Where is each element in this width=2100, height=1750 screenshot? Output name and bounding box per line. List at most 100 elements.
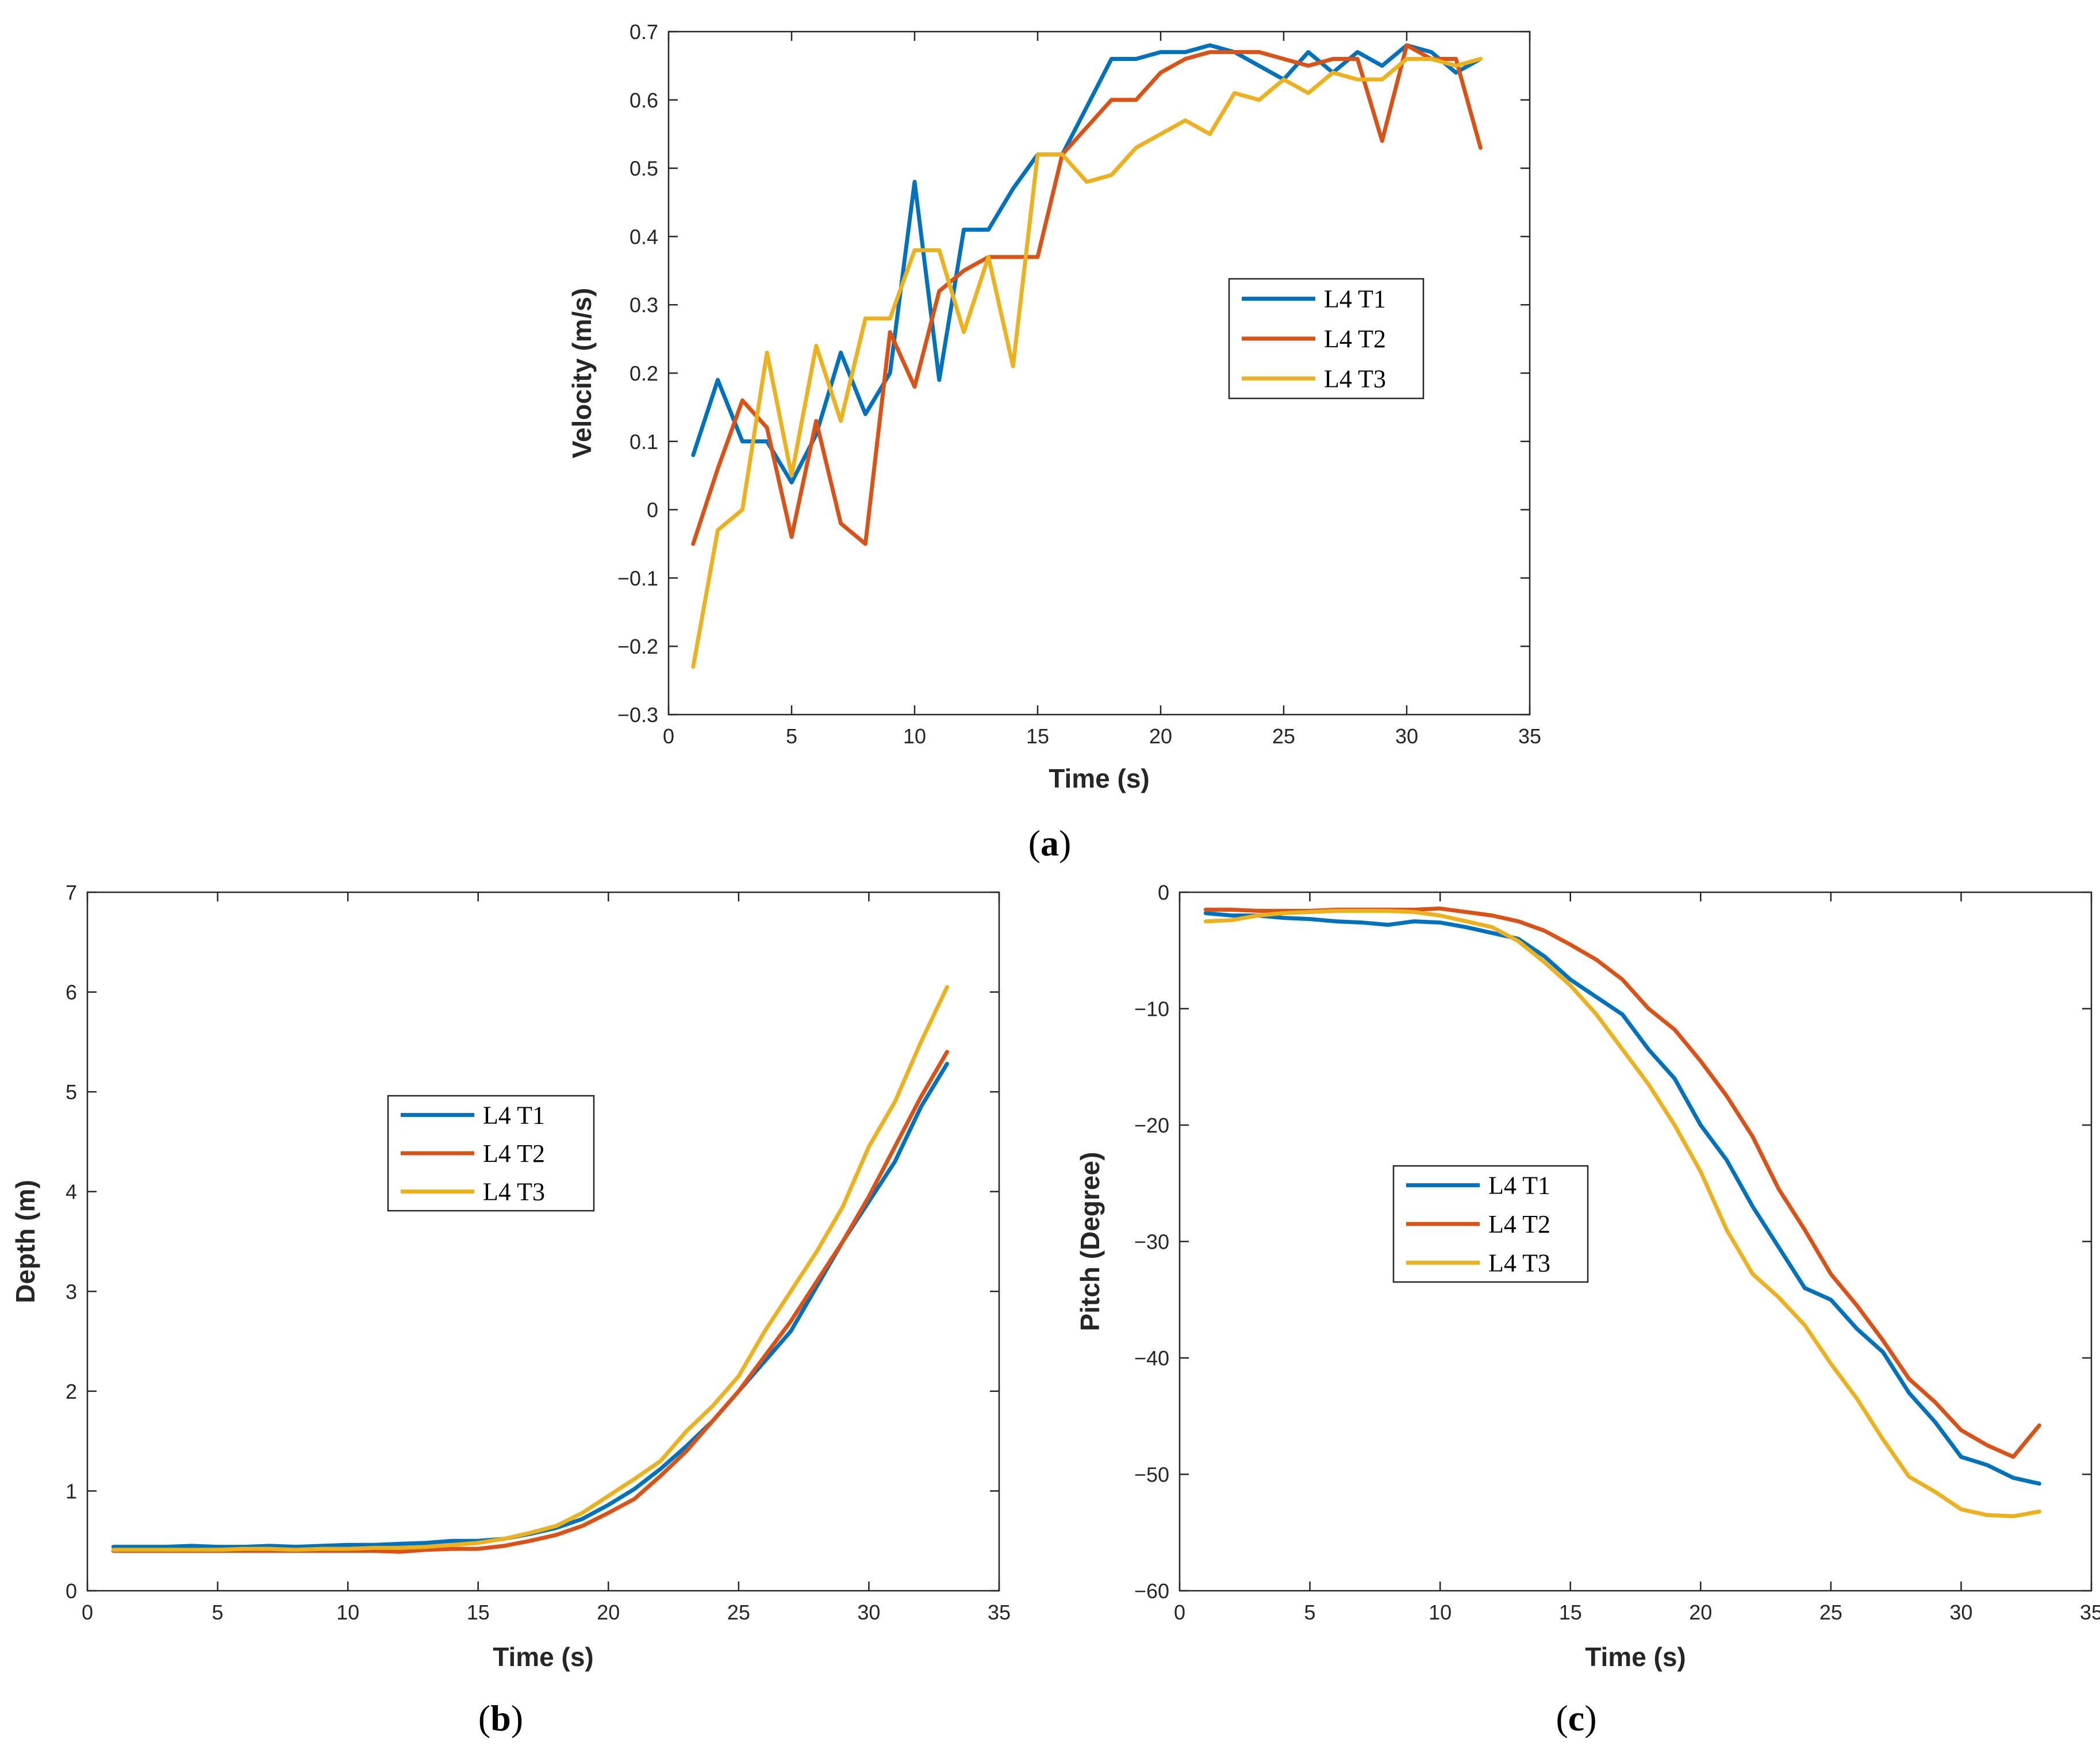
x-tick-label-b: 35: [988, 1601, 1011, 1624]
legend-label-b-t3: L4 T3: [483, 1178, 545, 1206]
y-tick-label-c: −10: [1134, 997, 1169, 1021]
plot-b: 0 5 10 15 20 25 30 35 0 1 2 3 4 5 6 7 Time (s) Depth (m) L…: [10, 881, 1011, 1672]
panel-label-a-letter: a: [1041, 823, 1059, 864]
y-axis-a: −0.3 −0.2 −0.1 0 0.1 0.2 0.3 0.4 0.5 0.6 0.7: [617, 20, 1530, 727]
series-line-c-t3: [1203, 908, 2041, 1518]
x-tick-label-a: 5: [786, 724, 797, 748]
x-tick-label-c: 0: [1174, 1601, 1185, 1624]
x-tick-label-c: 35: [2080, 1601, 2100, 1624]
x-tick-label-a: 35: [1518, 724, 1541, 748]
panel-label-c-letter: c: [1568, 1698, 1584, 1739]
panel-label-b-letter: b: [490, 1698, 511, 1739]
y-tick-label-a: 0.2: [629, 362, 658, 385]
series-line-b-t3: [111, 985, 949, 1552]
x-tick-label-b: 10: [336, 1601, 359, 1624]
y-axis-title-c: Pitch (Degree): [1075, 1152, 1105, 1331]
x-axis-c: 0 5 10 15 20 25 30 35: [1174, 892, 2100, 1624]
legend-label-b-t2: L4 T2: [483, 1139, 545, 1168]
y-tick-label-c: 0: [1158, 881, 1169, 904]
y-tick-label-a: −0.2: [617, 635, 658, 658]
y-axis-title-b: Depth (m): [10, 1180, 40, 1303]
y-tick-label-b: 2: [66, 1380, 77, 1403]
x-tick-label-b: 15: [467, 1601, 490, 1624]
series-line-c-t1: [1203, 911, 2041, 1486]
y-tick-label-a: 0.5: [629, 157, 658, 181]
legend-label-a-t3: L4 T3: [1324, 364, 1386, 393]
x-tick-label-c: 5: [1304, 1601, 1316, 1624]
legend-a: L4 T1 L4 T2 L4 T3: [1228, 278, 1425, 400]
x-tick-label-c: 25: [1819, 1601, 1842, 1624]
series-line-a-t3: [691, 57, 1483, 669]
x-tick-label-a: 25: [1272, 724, 1295, 748]
series-group-c: [1203, 906, 2041, 1518]
x-tick-label-b: 0: [82, 1601, 93, 1624]
x-tick-label-b: 20: [597, 1601, 620, 1624]
legend-c: L4 T1 L4 T2 L4 T3: [1392, 1165, 1589, 1283]
x-tick-label-c: 20: [1689, 1601, 1712, 1624]
plot-a: 0 5 10 15 20 25 30 35−0.3−0.2−0.100.10.20.30.40…: [567, 20, 1541, 793]
panel-b: 0 5 10 15 20 25 30 35 0 1 2 3 4 5 6 7 Time (s) Depth (m) L…: [10, 881, 1011, 1739]
panel-label-a: (a): [1028, 823, 1072, 864]
x-tick-label-c: 15: [1559, 1601, 1582, 1624]
y-tick-label-b: 1: [66, 1479, 77, 1503]
x-tick-label-b: 25: [727, 1601, 750, 1624]
x-tick-label-a: 30: [1395, 724, 1418, 748]
panel-c: 0 5 10 15 20 25 30 35 −60 −50 −40 −30 −20 −10 0 Time (s…: [1075, 881, 2100, 1739]
panel-label-c: (c): [1556, 1698, 1596, 1739]
legend-label-b-t1: L4 T1: [483, 1101, 545, 1129]
series-line-a-t2: [691, 43, 1483, 546]
panel-label-b-close: ): [511, 1698, 523, 1739]
panel-label-b: (b): [478, 1698, 523, 1739]
x-axis-title-c: Time (s): [1585, 1642, 1686, 1672]
panel-label-b-open: (: [478, 1698, 490, 1739]
y-tick-label-c: −40: [1134, 1346, 1169, 1370]
legend-label-c-t2: L4 T2: [1488, 1210, 1550, 1238]
y-tick-label-b: 3: [66, 1280, 77, 1303]
y-tick-label-c: −30: [1134, 1230, 1169, 1254]
y-axis-title-a: Velocity (m/s): [567, 288, 597, 459]
y-tick-label-a: 0.6: [629, 89, 658, 112]
y-tick-label-c: −60: [1134, 1579, 1169, 1603]
panel-label-c-open: (: [1556, 1698, 1568, 1739]
x-axis-b: 0 5 10 15 20 25 30 35: [82, 892, 1011, 1624]
legend-label-a-t1: L4 T1: [1324, 285, 1386, 313]
x-tick-label-a: 15: [1026, 724, 1049, 748]
x-tick-label-a: 10: [903, 724, 926, 748]
y-tick-label-b: 5: [66, 1080, 77, 1104]
y-tick-label-a: 0.7: [629, 20, 658, 44]
y-axis-b: 0 1 2 3 4 5 6 7: [66, 881, 999, 1603]
panel-a: 0 5 10 15 20 25 30 35−0.3−0.2−0.100.10.20.30.40…: [567, 20, 1541, 864]
legend-label-a-t2: L4 T2: [1324, 325, 1386, 353]
panel-label-c-close: ): [1584, 1698, 1596, 1739]
x-tick-label-b: 5: [212, 1601, 224, 1624]
y-tick-label-c: −20: [1134, 1114, 1169, 1137]
series-group-a: [691, 43, 1483, 669]
x-tick-label-a: 0: [663, 724, 674, 748]
series-group-b: [111, 985, 949, 1554]
y-tick-label-a: −0.3: [617, 703, 658, 727]
legend-b: L4 T1 L4 T2 L4 T3: [387, 1095, 595, 1212]
y-tick-label-b: 4: [66, 1180, 77, 1204]
y-tick-label-a: 0.1: [629, 430, 658, 454]
x-tick-label-c: 30: [1949, 1601, 1972, 1624]
x-axis-title-a: Time (s): [1049, 763, 1150, 793]
y-tick-label-b: 0: [66, 1579, 77, 1603]
x-tick-label-c: 10: [1429, 1601, 1452, 1624]
legend-label-c-t1: L4 T1: [1488, 1172, 1550, 1200]
panel-label-a-close: ): [1059, 823, 1071, 864]
y-tick-label-a: 0.3: [629, 293, 658, 317]
x-tick-label-b: 30: [857, 1601, 880, 1624]
panel-label-a-open: (: [1028, 823, 1041, 864]
plot-area-c: [1178, 891, 2093, 1592]
x-tick-label-a: 20: [1149, 724, 1172, 748]
x-axis-a: 0 5 10 15 20 25 30 35: [663, 32, 1541, 748]
y-axis-c: −60 −50 −40 −30 −20 −10 0: [1134, 881, 2091, 1603]
y-tick-label-b: 7: [66, 881, 77, 904]
y-tick-label-a: −0.1: [617, 566, 658, 590]
y-tick-label-b: 6: [66, 981, 77, 1004]
y-tick-label-a: 0: [647, 498, 658, 522]
plot-c: 0 5 10 15 20 25 30 35 −60 −50 −40 −30 −20 −10 0 Time (s…: [1075, 881, 2100, 1672]
plot-area-b: [86, 891, 1000, 1592]
y-tick-label-a: 0.4: [629, 225, 658, 248]
